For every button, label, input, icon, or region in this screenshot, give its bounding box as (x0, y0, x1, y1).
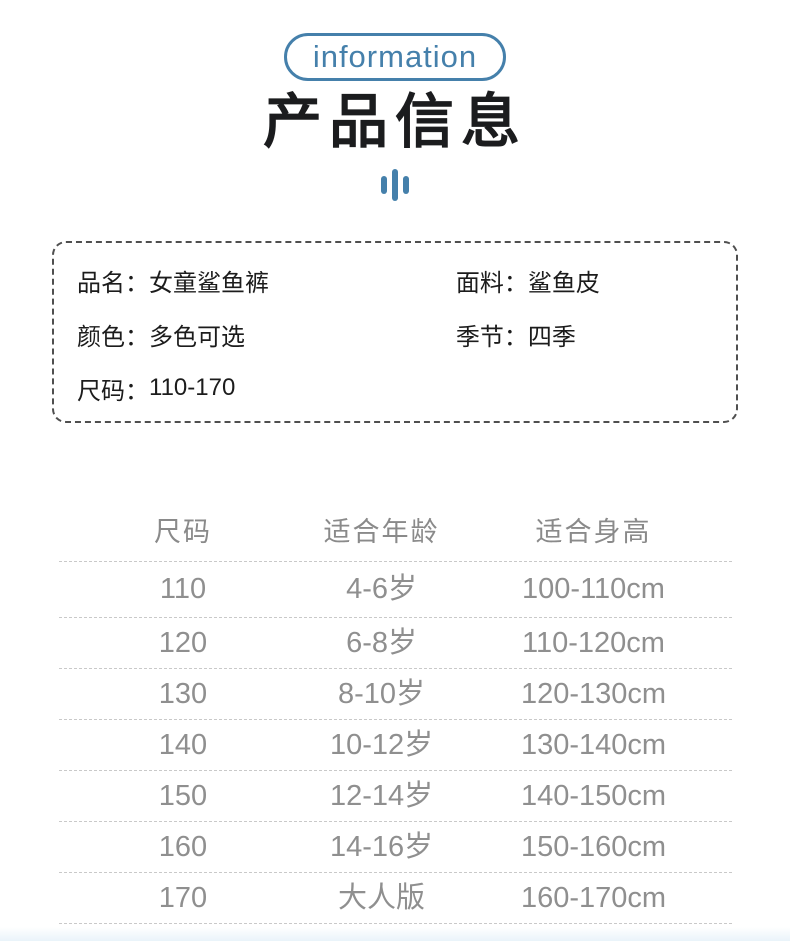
height-cell: 110-120cm (522, 627, 665, 659)
field-label: 季节： (455, 323, 528, 351)
table-row: 140 10-12岁 130-140cm (58, 720, 732, 771)
table-row: 120 6-8岁 110-120cm (58, 618, 732, 669)
field-value: 女童鲨鱼裤 (149, 269, 269, 297)
size-cell: 170 (158, 882, 208, 914)
header-height: 适合身高 (535, 517, 652, 547)
size-cell: 120 (158, 627, 208, 659)
age-cell: 12-14岁 (329, 780, 434, 812)
size-cell: 110 (159, 573, 207, 605)
field-label: 颜色： (77, 323, 149, 351)
information-badge: information (283, 33, 507, 81)
field-value: 多色可选 (149, 323, 245, 351)
field-value: 鲨鱼皮 (527, 269, 600, 297)
pulse-bar-left (381, 175, 387, 194)
height-cell: 150-160cm (520, 831, 667, 863)
field-label: 品名： (77, 269, 149, 297)
product-attributes-box: 品名： 女童鲨鱼裤 面料： 鲨鱼皮 颜色： 多色可选 季节： 四季 尺码： 11… (52, 241, 738, 423)
age-cell: 14-16岁 (329, 831, 434, 863)
table-row: 170 大人版 160-170cm (58, 873, 732, 924)
size-table-header-row: 尺码 适合年龄 适合身高 (58, 503, 732, 562)
page-title: 产品信息 (262, 89, 527, 155)
bottom-gradient (0, 927, 790, 941)
information-badge-label: information (312, 39, 478, 74)
age-cell: 6-8岁 (346, 627, 417, 659)
size-cell: 140 (158, 729, 208, 761)
field-fabric: 面料： 鲨鱼皮 (456, 253, 736, 307)
age-cell: 8-10岁 (338, 678, 426, 710)
field-label: 面料： (455, 269, 528, 297)
pulse-bar-middle (392, 168, 398, 201)
size-cell: 150 (158, 780, 208, 812)
size-cell: 160 (158, 831, 208, 863)
field-label: 尺码： (77, 377, 149, 405)
pulse-bar-right (403, 175, 409, 194)
table-row: 110 4-6岁 100-110cm (58, 562, 732, 618)
field-value: 110-170 (149, 374, 236, 401)
field-value: 四季 (527, 323, 576, 351)
height-cell: 100-110cm (522, 573, 665, 605)
field-color: 颜色： 多色可选 (77, 307, 456, 361)
pulse-bars-icon (0, 168, 790, 201)
height-cell: 140-150cm (520, 780, 667, 812)
age-cell: 4-6岁 (346, 573, 417, 605)
header-size: 尺码 (154, 517, 212, 547)
height-cell: 120-130cm (520, 678, 667, 710)
size-cell: 130 (158, 678, 208, 710)
table-row: 130 8-10岁 120-130cm (58, 669, 732, 720)
size-chart-table: 尺码 适合年龄 适合身高 110 4-6岁 100-110cm 120 6-8岁… (58, 503, 732, 924)
field-size-range: 尺码： 110-170 (77, 361, 456, 415)
field-season: 季节： 四季 (456, 307, 736, 361)
age-cell: 10-12岁 (329, 729, 434, 761)
field-product-name: 品名： 女童鲨鱼裤 (77, 253, 456, 307)
header-section: information (0, 0, 790, 81)
table-row: 150 12-14岁 140-150cm (58, 771, 732, 822)
table-row: 160 14-16岁 150-160cm (58, 822, 732, 873)
age-cell: 大人版 (338, 882, 426, 914)
height-cell: 130-140cm (520, 729, 667, 761)
height-cell: 160-170cm (520, 882, 667, 914)
header-age: 适合年龄 (323, 517, 440, 547)
